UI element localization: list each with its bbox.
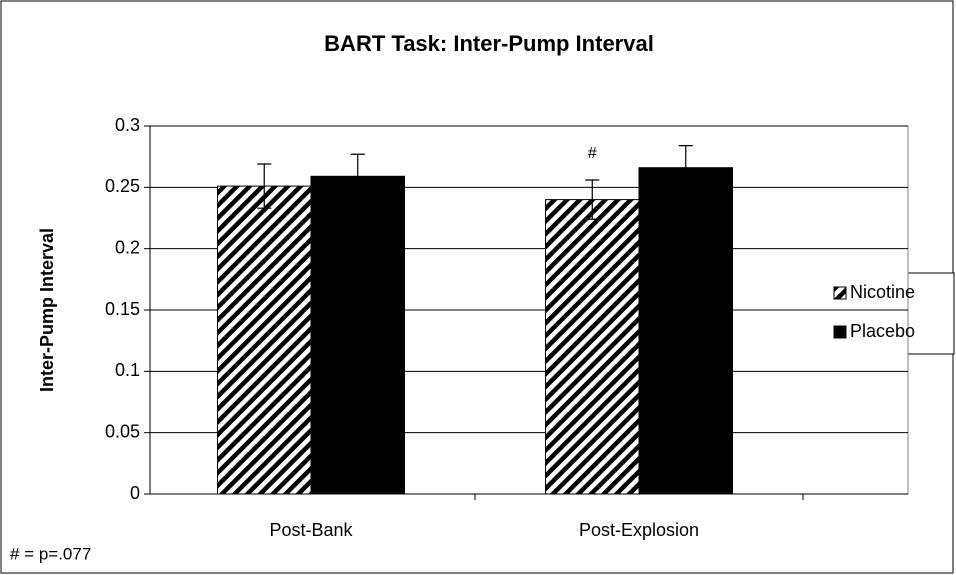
error-bar	[350, 153, 365, 199]
y-tick-label: 0	[130, 483, 140, 503]
x-tick-label: Post-Explosion	[579, 520, 699, 540]
y-tick-label: 0.05	[105, 421, 140, 441]
footnote: # = p=.077	[10, 544, 91, 563]
error-bar	[257, 163, 272, 209]
y-tick-label: 0.2	[115, 237, 140, 257]
y-tick-label: 0.15	[105, 299, 140, 319]
annotation: #	[588, 145, 597, 162]
bar	[310, 175, 405, 495]
error-bar	[585, 179, 600, 220]
x-tick-label: Post-Bank	[269, 520, 353, 540]
y-axis-label: Inter-Pump Interval	[37, 228, 57, 392]
bar	[638, 167, 733, 495]
bar	[217, 185, 312, 495]
bar	[545, 199, 640, 495]
y-tick-label: 0.25	[105, 176, 140, 196]
legend-swatch	[833, 325, 847, 339]
y-tick-label: 0.1	[115, 360, 140, 380]
legend-swatch	[833, 286, 847, 300]
legend-label: Placebo	[850, 321, 915, 341]
error-bar	[678, 145, 693, 191]
chart-title: BART Task: Inter-Pump Interval	[324, 31, 654, 56]
y-tick-label: 0.3	[115, 115, 140, 135]
legend-label: Nicotine	[850, 282, 915, 302]
